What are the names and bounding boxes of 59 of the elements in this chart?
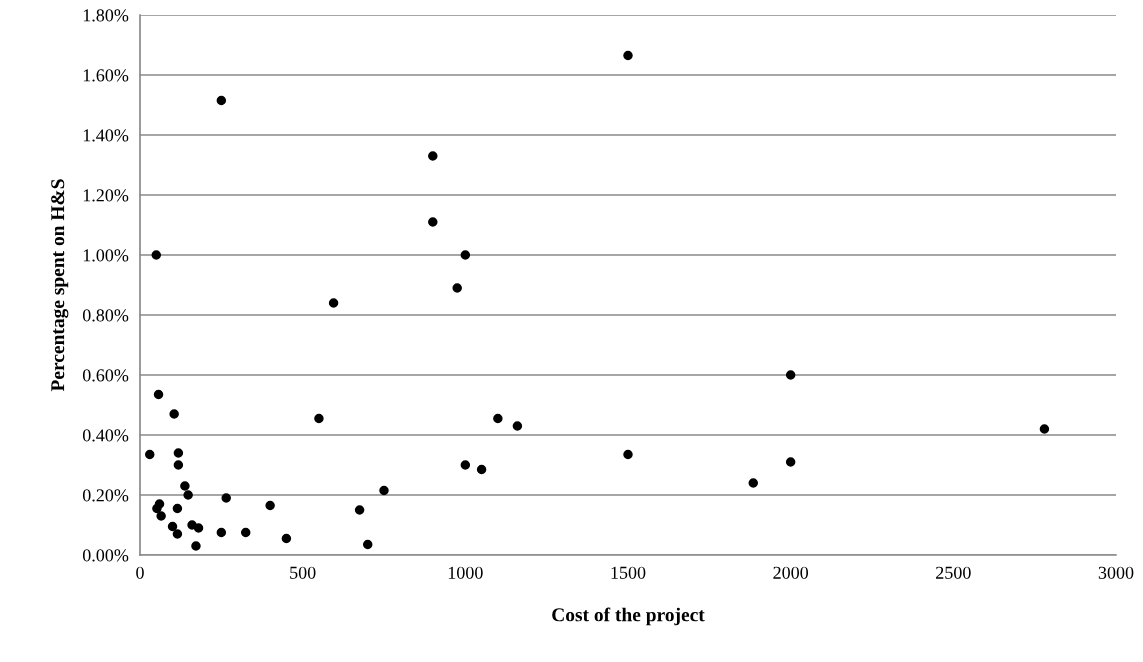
y-tick-label: 0.80% — [82, 309, 129, 322]
point — [428, 151, 438, 161]
point — [460, 460, 471, 470]
y-tick-label: 1.20% — [83, 189, 129, 202]
point — [362, 539, 373, 550]
point — [281, 533, 292, 544]
point — [476, 464, 487, 475]
point — [156, 511, 166, 521]
x-tick-label: 500 — [290, 566, 316, 579]
x-tick-label: 1500 — [611, 566, 646, 579]
y-tick-label: 1.40% — [83, 129, 129, 142]
point — [173, 448, 184, 458]
point — [314, 413, 324, 424]
point — [169, 409, 179, 419]
point — [785, 457, 796, 467]
point — [512, 421, 523, 431]
x-tick-label: 0 — [136, 566, 144, 579]
point — [191, 541, 201, 551]
point — [154, 499, 165, 509]
point — [379, 485, 389, 496]
x-tick-label: 2500 — [936, 566, 971, 579]
y-tick-label: 0.00% — [82, 549, 129, 562]
point — [151, 250, 162, 260]
point — [452, 283, 462, 293]
y-tick-label: 1.80% — [83, 9, 129, 22]
point — [183, 490, 193, 500]
point — [153, 389, 164, 400]
point — [785, 370, 796, 380]
y-tick-label: 0.40% — [82, 429, 129, 442]
point — [265, 500, 275, 511]
point — [623, 449, 633, 460]
point — [216, 527, 227, 538]
point — [145, 449, 155, 460]
point — [173, 460, 184, 470]
y-tick-label: 1.60% — [83, 69, 129, 82]
point — [623, 50, 633, 61]
y-axis-title: Percentage spent on H&S — [51, 179, 69, 392]
point — [748, 478, 758, 488]
point — [167, 521, 178, 532]
point — [460, 250, 471, 260]
x-tick-label: 3000 — [1098, 566, 1134, 579]
point — [172, 529, 183, 539]
x-tick-label: 1000 — [448, 566, 483, 579]
y-tick-label: 1.00% — [83, 249, 129, 262]
point — [493, 413, 503, 424]
point — [354, 505, 365, 515]
x-tick-label: 2000 — [773, 566, 809, 579]
point — [221, 493, 231, 503]
y-tick-label: 0.20% — [82, 489, 129, 502]
point — [1039, 424, 1050, 434]
x-axis-title: Cost of the project — [552, 607, 705, 626]
point — [172, 503, 183, 514]
point — [180, 481, 190, 491]
point — [328, 298, 339, 308]
point — [428, 217, 438, 227]
y-tick-label: 0.60% — [82, 369, 129, 382]
point — [193, 523, 204, 533]
point — [216, 95, 227, 106]
point — [240, 527, 251, 538]
